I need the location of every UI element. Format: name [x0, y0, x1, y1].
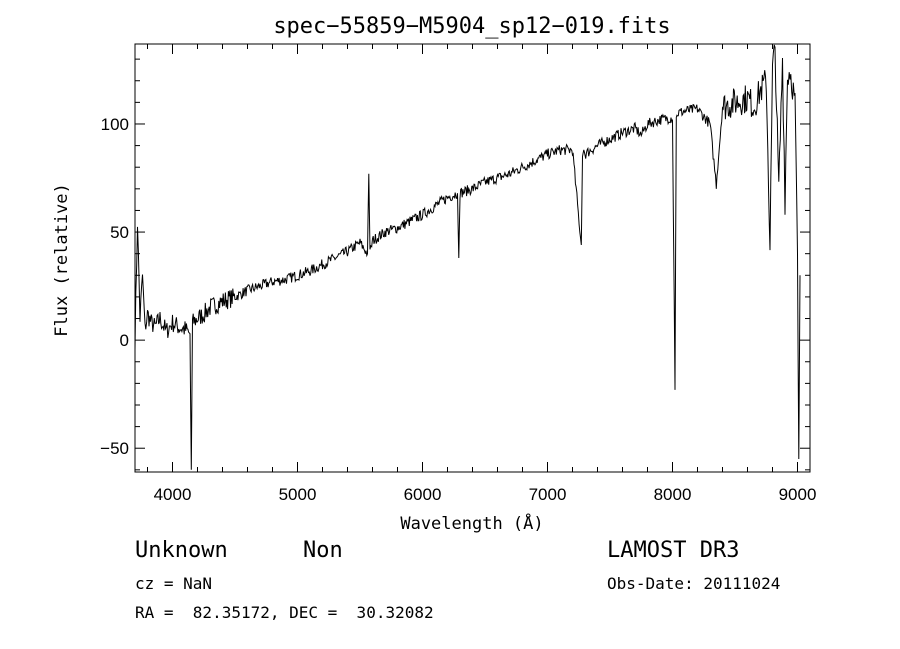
x-tick-label: 6000	[404, 485, 442, 504]
object-subclass-label: Non	[303, 538, 343, 563]
chart-title: spec−55859−M5904_sp12−019.fits	[273, 14, 670, 39]
coordinates-label: RA = 82.35172, DEC = 30.32082	[135, 603, 434, 622]
x-tick-label: 9000	[779, 485, 817, 504]
y-axis-label: Flux (relative)	[52, 183, 72, 337]
x-tick-label: 5000	[279, 485, 317, 504]
obs-date-label: Obs-Date: 20111024	[607, 574, 781, 593]
y-tick-label: 100	[101, 115, 129, 134]
x-tick-label: 7000	[529, 485, 567, 504]
survey-label: LAMOST DR3	[607, 538, 740, 563]
x-tick-label: 8000	[654, 485, 692, 504]
x-axis-label: Wavelength (Å)	[400, 512, 543, 534]
y-tick-label: 50	[110, 223, 129, 242]
object-class-label: Unknown	[135, 538, 228, 563]
plot-frame	[134, 43, 811, 473]
x-tick-label: 4000	[154, 485, 192, 504]
y-tick-label: 0	[120, 331, 129, 350]
y-tick-label: −50	[100, 439, 129, 458]
spectrum-line	[134, 44, 801, 470]
redshift-label: cz = NaN	[135, 574, 213, 593]
